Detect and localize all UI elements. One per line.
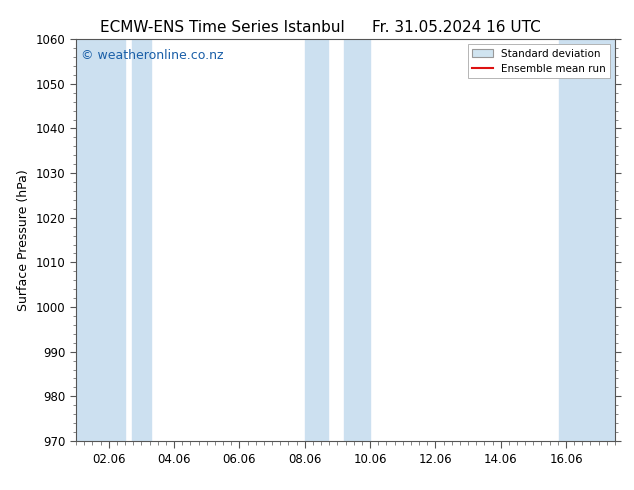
Bar <box>305 39 328 441</box>
Bar <box>344 39 370 441</box>
Bar <box>132 39 151 441</box>
Bar <box>559 39 615 441</box>
Text: Fr. 31.05.2024 16 UTC: Fr. 31.05.2024 16 UTC <box>372 20 541 35</box>
Legend: Standard deviation, Ensemble mean run: Standard deviation, Ensemble mean run <box>467 45 610 78</box>
Y-axis label: Surface Pressure (hPa): Surface Pressure (hPa) <box>17 169 30 311</box>
Text: ECMW-ENS Time Series Istanbul: ECMW-ENS Time Series Istanbul <box>100 20 344 35</box>
Bar <box>76 39 125 441</box>
Text: © weatheronline.co.nz: © weatheronline.co.nz <box>81 49 224 62</box>
